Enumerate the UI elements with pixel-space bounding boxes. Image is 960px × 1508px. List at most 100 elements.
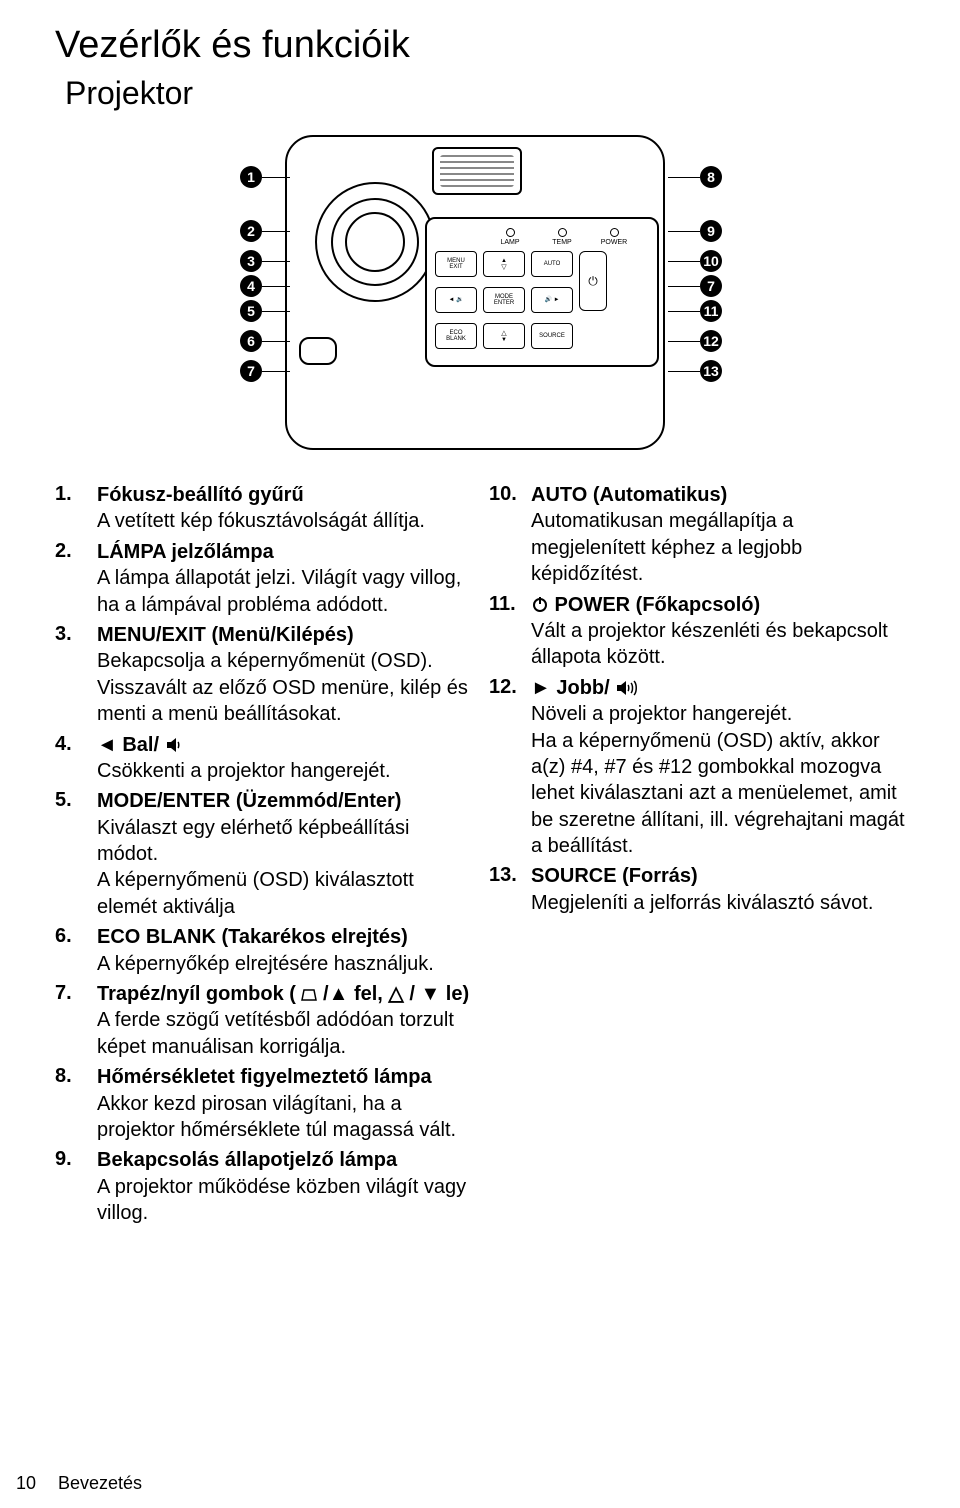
control-panel: LAMP TEMP POWER MENU EXIT ▲▽ AUTO ◄ 🔉 MO… (425, 217, 659, 367)
temp-indicator: TEMP (539, 225, 585, 246)
item-body: Bekapcsolás állapotjelző lámpaA projekto… (97, 1147, 471, 1226)
page-number: 10 (16, 1473, 58, 1494)
item-number: 12. (489, 675, 531, 860)
list-item: 9.Bekapcsolás állapotjelző lámpaA projek… (55, 1147, 471, 1226)
left-button: ◄ 🔉 (435, 287, 477, 313)
list-item: 13.SOURCE (Forrás)Megjeleníti a jelforrá… (489, 863, 905, 916)
eco-blank-button: ECO BLANK (435, 323, 477, 349)
item-desc: Vált a projektor készenléti és bekapcsol… (531, 618, 905, 671)
list-item: 10.AUTO (Automatikus)Automatikusan megál… (489, 482, 905, 588)
item-number: 6. (55, 924, 97, 977)
list-item: 11. POWER (Főkapcsoló)Vált a projektor k… (489, 592, 905, 671)
callout-12: 12 (700, 330, 722, 352)
item-number: 3. (55, 622, 97, 728)
content-columns: 1.Fókusz-beállító gyűrűA vetített kép fó… (55, 482, 905, 1231)
item-title: Fókusz-beállító gyűrű (97, 482, 471, 508)
projector-body: LAMP TEMP POWER MENU EXIT ▲▽ AUTO ◄ 🔉 MO… (285, 135, 665, 450)
item-desc: Csökkenti a projektor hangerejét. (97, 758, 471, 784)
item-number: 8. (55, 1064, 97, 1143)
page-title: Vezérlők és funkcióik (55, 24, 905, 67)
leader-line (262, 177, 290, 178)
item-title: ► Jobb/ (531, 675, 905, 701)
menu-exit-button: MENU EXIT (435, 251, 477, 277)
list-item: 12.► Jobb/ Növeli a projektor hangerejét… (489, 675, 905, 860)
source-button: SOURCE (531, 323, 573, 349)
leader-line (262, 286, 290, 287)
item-desc: Bekapcsolja a képernyőmenüt (OSD). Vissz… (97, 648, 471, 727)
power-button: ⏻ (579, 251, 607, 311)
item-number: 1. (55, 482, 97, 535)
list-item: 3.MENU/EXIT (Menü/Kilépés)Bekapcsolja a … (55, 622, 471, 728)
item-number: 11. (489, 592, 531, 671)
item-desc: Automatikusan megállapítja a megjeleníte… (531, 508, 905, 587)
item-number: 13. (489, 863, 531, 916)
item-desc: Akkor kezd pirosan világítani, ha a proj… (97, 1091, 471, 1144)
list-item: 2.LÁMPA jelzőlámpaA lámpa állapotát jelz… (55, 539, 471, 618)
page-subtitle: Projektor (65, 75, 905, 112)
callout-11: 11 (700, 300, 722, 322)
page-footer: 10 Bevezetés (0, 1473, 960, 1494)
leader-line (668, 311, 700, 312)
power-indicator: POWER (591, 225, 637, 246)
item-title: AUTO (Automatikus) (531, 482, 905, 508)
callout-2: 2 (240, 220, 262, 242)
item-title: ◄ Bal/ (97, 732, 471, 758)
list-col1: 1.Fókusz-beállító gyűrűA vetített kép fó… (55, 482, 471, 1227)
item-desc: Kiválaszt egy elérhető képbeállítási mód… (97, 815, 471, 921)
down-button: △▼ (483, 323, 525, 349)
list-item: 4.◄ Bal/ Csökkenti a projektor hangerejé… (55, 732, 471, 785)
item-title: Bekapcsolás állapotjelző lámpa (97, 1147, 471, 1173)
list-item: 5.MODE/ENTER (Üzemmód/Enter)Kiválaszt eg… (55, 788, 471, 920)
item-number: 10. (489, 482, 531, 588)
item-number: 9. (55, 1147, 97, 1226)
leader-line (668, 371, 700, 372)
item-body: Hőmérsékletet figyelmeztető lámpaAkkor k… (97, 1064, 471, 1143)
item-body: POWER (Főkapcsoló)Vált a projektor késze… (531, 592, 905, 671)
footer-section: Bevezetés (58, 1473, 142, 1494)
item-body: AUTO (Automatikus)Automatikusan megállap… (531, 482, 905, 588)
callout-9: 9 (700, 220, 722, 242)
foot-l (299, 337, 337, 365)
item-desc: Megjeleníti a jelforrás kiválasztó sávot… (531, 890, 905, 916)
item-title: Trapéz/nyíl gombok ( /▲ fel, △ / ▼ le) (97, 981, 471, 1007)
item-desc: A projektor működése közben világít vagy… (97, 1174, 471, 1227)
leader-line (668, 177, 700, 178)
callout-7: 7 (700, 275, 722, 297)
item-body: MENU/EXIT (Menü/Kilépés)Bekapcsolja a ké… (97, 622, 471, 728)
item-body: SOURCE (Forrás)Megjeleníti a jelforrás k… (531, 863, 905, 916)
list-item: 1.Fókusz-beállító gyűrűA vetített kép fó… (55, 482, 471, 535)
item-number: 7. (55, 981, 97, 1060)
item-body: MODE/ENTER (Üzemmód/Enter)Kiválaszt egy … (97, 788, 471, 920)
callout-1: 1 (240, 166, 262, 188)
callout-8: 8 (700, 166, 722, 188)
item-body: ► Jobb/ Növeli a projektor hangerejét. H… (531, 675, 905, 860)
auto-button: AUTO (531, 251, 573, 277)
item-number: 4. (55, 732, 97, 785)
item-body: Fókusz-beállító gyűrűA vetített kép fóku… (97, 482, 471, 535)
item-desc: Növeli a projektor hangerejét. Ha a képe… (531, 701, 905, 859)
leader-line (668, 261, 700, 262)
item-body: Trapéz/nyíl gombok ( /▲ fel, △ / ▼ le)A … (97, 981, 471, 1060)
item-number: 2. (55, 539, 97, 618)
item-title: MENU/EXIT (Menü/Kilépés) (97, 622, 471, 648)
leader-line (262, 311, 290, 312)
leader-line (262, 341, 290, 342)
leader-line (262, 231, 290, 232)
callout-6: 6 (240, 330, 262, 352)
leader-line (668, 286, 700, 287)
lamp-indicator: LAMP (487, 225, 533, 246)
item-number: 5. (55, 788, 97, 920)
item-body: ◄ Bal/ Csökkenti a projektor hangerejét. (97, 732, 471, 785)
item-desc: A ferde szögű vetítésből adódóan torzult… (97, 1007, 471, 1060)
leader-line (262, 261, 290, 262)
callout-4: 4 (240, 275, 262, 297)
item-title: ECO BLANK (Takarékos elrejtés) (97, 924, 471, 950)
leader-line (262, 371, 290, 372)
list-item: 7.Trapéz/nyíl gombok ( /▲ fel, △ / ▼ le)… (55, 981, 471, 1060)
vent (432, 147, 522, 195)
item-title: MODE/ENTER (Üzemmód/Enter) (97, 788, 471, 814)
item-body: ECO BLANK (Takarékos elrejtés)A képernyő… (97, 924, 471, 977)
projector-diagram: LAMP TEMP POWER MENU EXIT ▲▽ AUTO ◄ 🔉 MO… (180, 130, 780, 460)
list-item: 8.Hőmérsékletet figyelmeztető lámpaAkkor… (55, 1064, 471, 1143)
callout-5: 5 (240, 300, 262, 322)
